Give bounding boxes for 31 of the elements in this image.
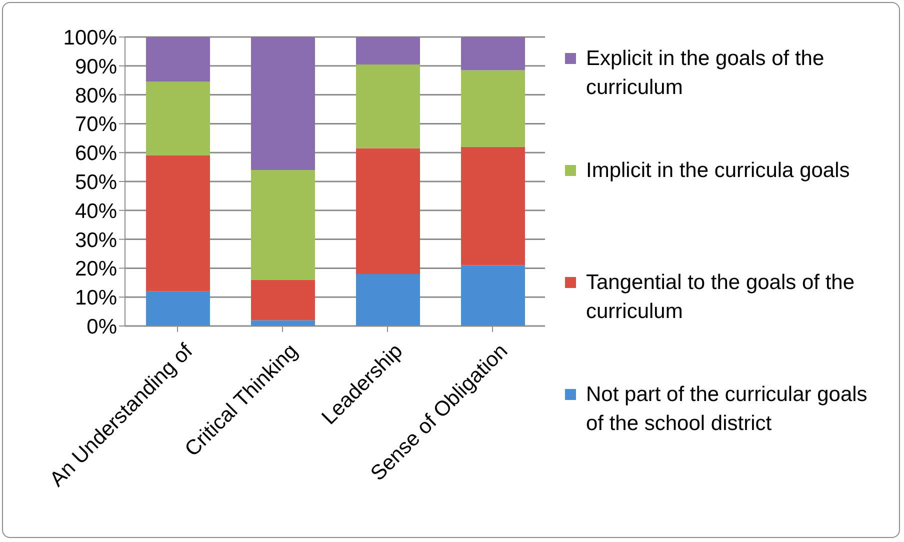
bar xyxy=(146,155,210,292)
y-tick-label: 0% xyxy=(86,315,117,338)
bar xyxy=(461,265,525,326)
legend-label: Tangential to the goals of the curriculum xyxy=(586,270,856,325)
bar xyxy=(356,274,420,326)
y-tick-label: 50% xyxy=(74,170,117,194)
bar xyxy=(461,37,525,70)
bar xyxy=(251,280,315,320)
y-tick-label: 30% xyxy=(74,228,117,252)
bar xyxy=(146,37,210,82)
y-tick-label: 90% xyxy=(74,55,117,78)
y-tick-label: 10% xyxy=(74,286,117,310)
y-tick-label: 40% xyxy=(74,200,117,223)
legend-label: Explicit in the goals of the curriculum xyxy=(586,46,826,101)
bar xyxy=(146,82,210,156)
y-tick-label: 80% xyxy=(74,84,117,108)
y-tick-label: 100% xyxy=(63,26,117,50)
y-tick-label: 60% xyxy=(74,142,117,166)
y-tick-label: 70% xyxy=(74,113,117,136)
legend-label: Implicit in the curricula goals xyxy=(586,158,850,184)
legend-label: Not part of the curricular goals of the school district xyxy=(586,382,868,437)
bar xyxy=(251,170,315,280)
bar xyxy=(356,64,420,148)
bar xyxy=(356,148,420,274)
y-tick-label: 20% xyxy=(74,258,117,281)
bar xyxy=(461,146,525,266)
bar xyxy=(251,37,315,170)
bar xyxy=(356,37,420,64)
bar xyxy=(461,70,525,147)
bar xyxy=(251,320,315,326)
bar xyxy=(146,291,210,326)
